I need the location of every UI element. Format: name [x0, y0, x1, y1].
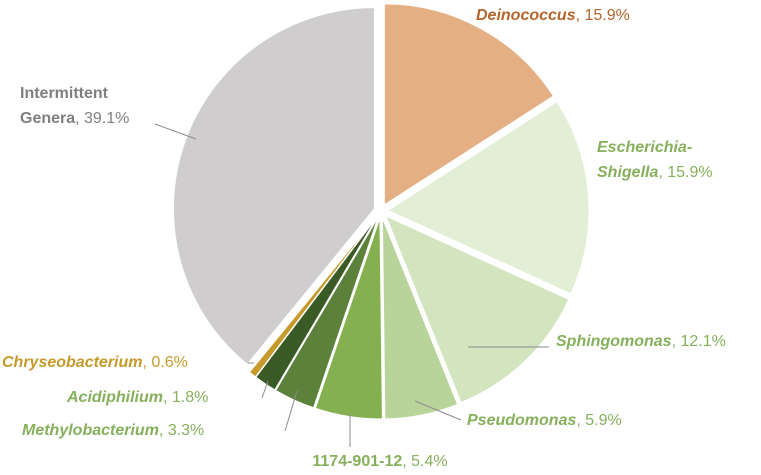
data-label-1174-901-12: 1174-901-12, 5.4%: [312, 453, 447, 470]
pie-slice-intermittent-genera: [172, 7, 375, 366]
pie-slice-sphingomonas: [384, 215, 570, 404]
leader-line-pseudomonas: [414, 400, 462, 421]
pie-slice-1174-901-12: [314, 217, 383, 420]
data-label-acidiphilium: Acidiphilium, 1.8%: [66, 389, 208, 406]
data-label-sphingomonas: Sphingomonas, 12.1%: [556, 333, 726, 350]
data-label-chryseobacterium: Chryseobacterium, 0.6%: [2, 354, 188, 371]
pie-slice-chryseobacterium: [248, 216, 378, 378]
data-label-intermittent-genera: Intermittent Genera, 39.1%: [20, 85, 129, 127]
data-label-methylobacterium: Methylobacterium, 3.3%: [22, 422, 204, 439]
pie-slice-deinococcus: [383, 3, 555, 206]
pie-slice-pseudomonas: [381, 217, 459, 420]
leader-line-intermittent-genera: [154, 123, 197, 140]
leader-line-methylobacterium: [284, 390, 298, 432]
pie-slice-escherichia-shigella: [386, 101, 590, 295]
leader-line-acidiphilium: [261, 380, 269, 399]
data-label-deinococcus: Deinococcus, 15.9%: [476, 7, 630, 24]
data-label-escherichia-shigella: Escherichia-Shigella, 15.9%: [597, 139, 713, 181]
data-label-pseudomonas: Pseudomonas, 5.9%: [467, 412, 622, 429]
pie-slice-acidiphilium: [255, 216, 378, 391]
